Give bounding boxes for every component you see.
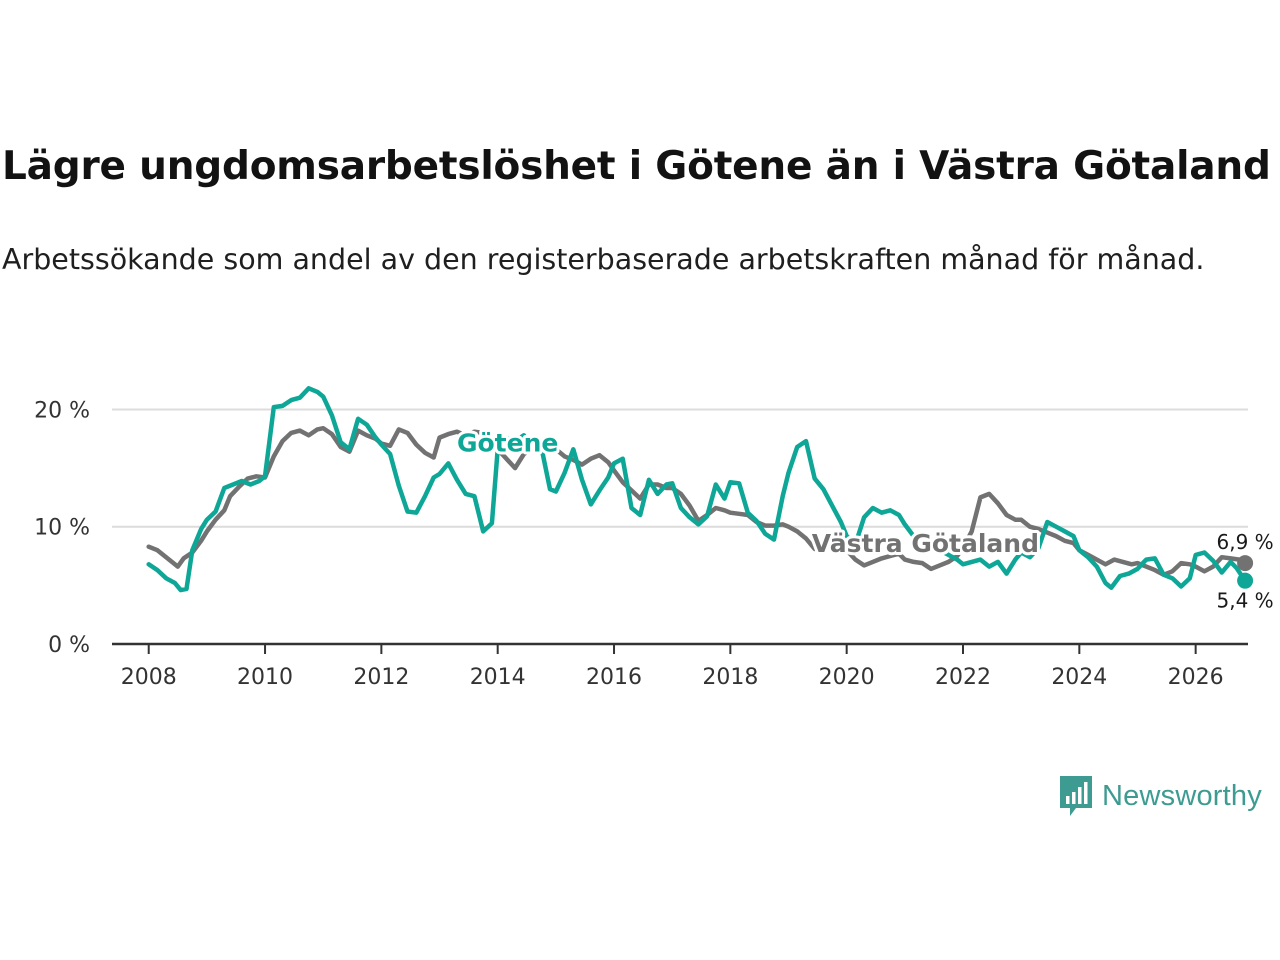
series-line-v-stra-g-taland bbox=[146, 425, 1248, 578]
brand-name: Newsworthy bbox=[1102, 779, 1262, 812]
series-lines bbox=[146, 386, 1254, 593]
chart-subtitle: Arbetssökande som andel av den registerb… bbox=[2, 243, 1205, 276]
y-tick-label: 10 % bbox=[34, 516, 90, 541]
end-label-vastra-gotaland: 6,9 % bbox=[1217, 530, 1274, 554]
y-tick-label: 20 % bbox=[34, 398, 90, 423]
x-tick-label: 2012 bbox=[353, 665, 409, 690]
y-tick-label: 0 % bbox=[48, 633, 90, 658]
x-axis: 2008 2010 2012 2014 2016 2018 2020 2022 2024 2026 bbox=[112, 642, 1248, 690]
series-label-vastra-gotaland: Västra Götaland bbox=[812, 529, 1039, 558]
series-labels: Västra Götaland Götene 6,9 % 5,4 % bbox=[454, 425, 1274, 613]
series-label-gotene: Götene bbox=[457, 428, 558, 457]
x-tick-label: 2016 bbox=[586, 665, 642, 690]
x-tick-label: 2014 bbox=[470, 665, 526, 690]
x-tick-label: 2024 bbox=[1051, 665, 1107, 690]
line-chart: 0 % 10 % 20 % 2008 2010 2012 2014 2016 2018 2020… bbox=[34, 386, 1274, 690]
series-line-g-tene bbox=[146, 386, 1248, 593]
series-end-marker-v-stra-g-taland bbox=[1237, 555, 1254, 572]
chart-title: Lägre ungdomsarbetslöshet i Götene än i … bbox=[2, 144, 1271, 189]
x-tick-label: 2010 bbox=[237, 665, 293, 690]
x-tick-label: 2026 bbox=[1168, 665, 1224, 690]
x-tick-label: 2018 bbox=[702, 665, 758, 690]
brand-logo: Newsworthy bbox=[1058, 774, 1262, 818]
series-end-marker-g-tene bbox=[1237, 572, 1254, 589]
newsworthy-logo-icon bbox=[1060, 776, 1092, 816]
grid-lines: 0 % 10 % 20 % bbox=[34, 398, 1248, 658]
x-tick-label: 2022 bbox=[935, 665, 991, 690]
x-tick-label: 2020 bbox=[819, 665, 875, 690]
x-tick-label: 2008 bbox=[121, 665, 177, 690]
end-label-gotene: 5,4 % bbox=[1217, 589, 1274, 613]
